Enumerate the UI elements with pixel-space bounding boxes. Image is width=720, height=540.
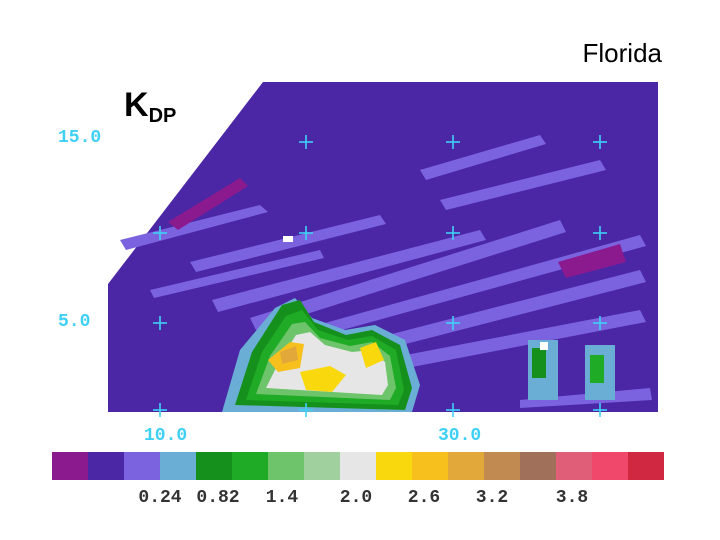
- x-tick-label: 10.0: [144, 426, 188, 446]
- colorbar-tick-label: 3.2: [475, 488, 509, 508]
- colorbar-swatch: [556, 452, 592, 480]
- colorbar-swatch: [628, 452, 664, 480]
- radar-streaks: [120, 135, 652, 408]
- colorbar-swatch: [592, 452, 628, 480]
- colorbar-swatch: [124, 452, 160, 480]
- grid-marks: [153, 135, 607, 417]
- y-tick-label: 5.0: [58, 312, 91, 332]
- colorbar-tick-label: 2.6: [407, 488, 441, 508]
- variable-symbol: K: [124, 86, 149, 124]
- colorbar-tick-label: 2.0: [339, 488, 373, 508]
- colorbar-swatch: [412, 452, 448, 480]
- y-tick-label: 15.0: [58, 128, 102, 148]
- colorbar-tick-label: 0.82: [196, 488, 240, 508]
- colorbar-swatch: [376, 452, 412, 480]
- colorbar-tick-label: 3.8: [555, 488, 589, 508]
- x-tick-label: 30.0: [438, 426, 482, 446]
- colorbar-swatch: [340, 452, 376, 480]
- radar-coverage: [108, 82, 658, 412]
- colorbar-tick-label: 0.24: [138, 488, 182, 508]
- variable-subscript: DP: [148, 105, 177, 127]
- colorbar-swatch: [520, 452, 556, 480]
- variable-label: KDP: [124, 86, 176, 128]
- colorbar: [52, 452, 664, 480]
- colorbar-swatch: [88, 452, 124, 480]
- radar-right-cells: [283, 236, 615, 400]
- colorbar-tick-label: 1.4: [265, 488, 299, 508]
- colorbar-swatch: [196, 452, 232, 480]
- colorbar-swatch: [160, 452, 196, 480]
- radar-core: [222, 298, 420, 412]
- colorbar-swatch: [268, 452, 304, 480]
- radar-magenta: [168, 178, 626, 278]
- colorbar-swatch: [232, 452, 268, 480]
- colorbar-swatch: [304, 452, 340, 480]
- colorbar-swatch: [52, 452, 88, 480]
- colorbar-swatch: [484, 452, 520, 480]
- region-label: Florida: [582, 38, 662, 68]
- colorbar-swatch: [448, 452, 484, 480]
